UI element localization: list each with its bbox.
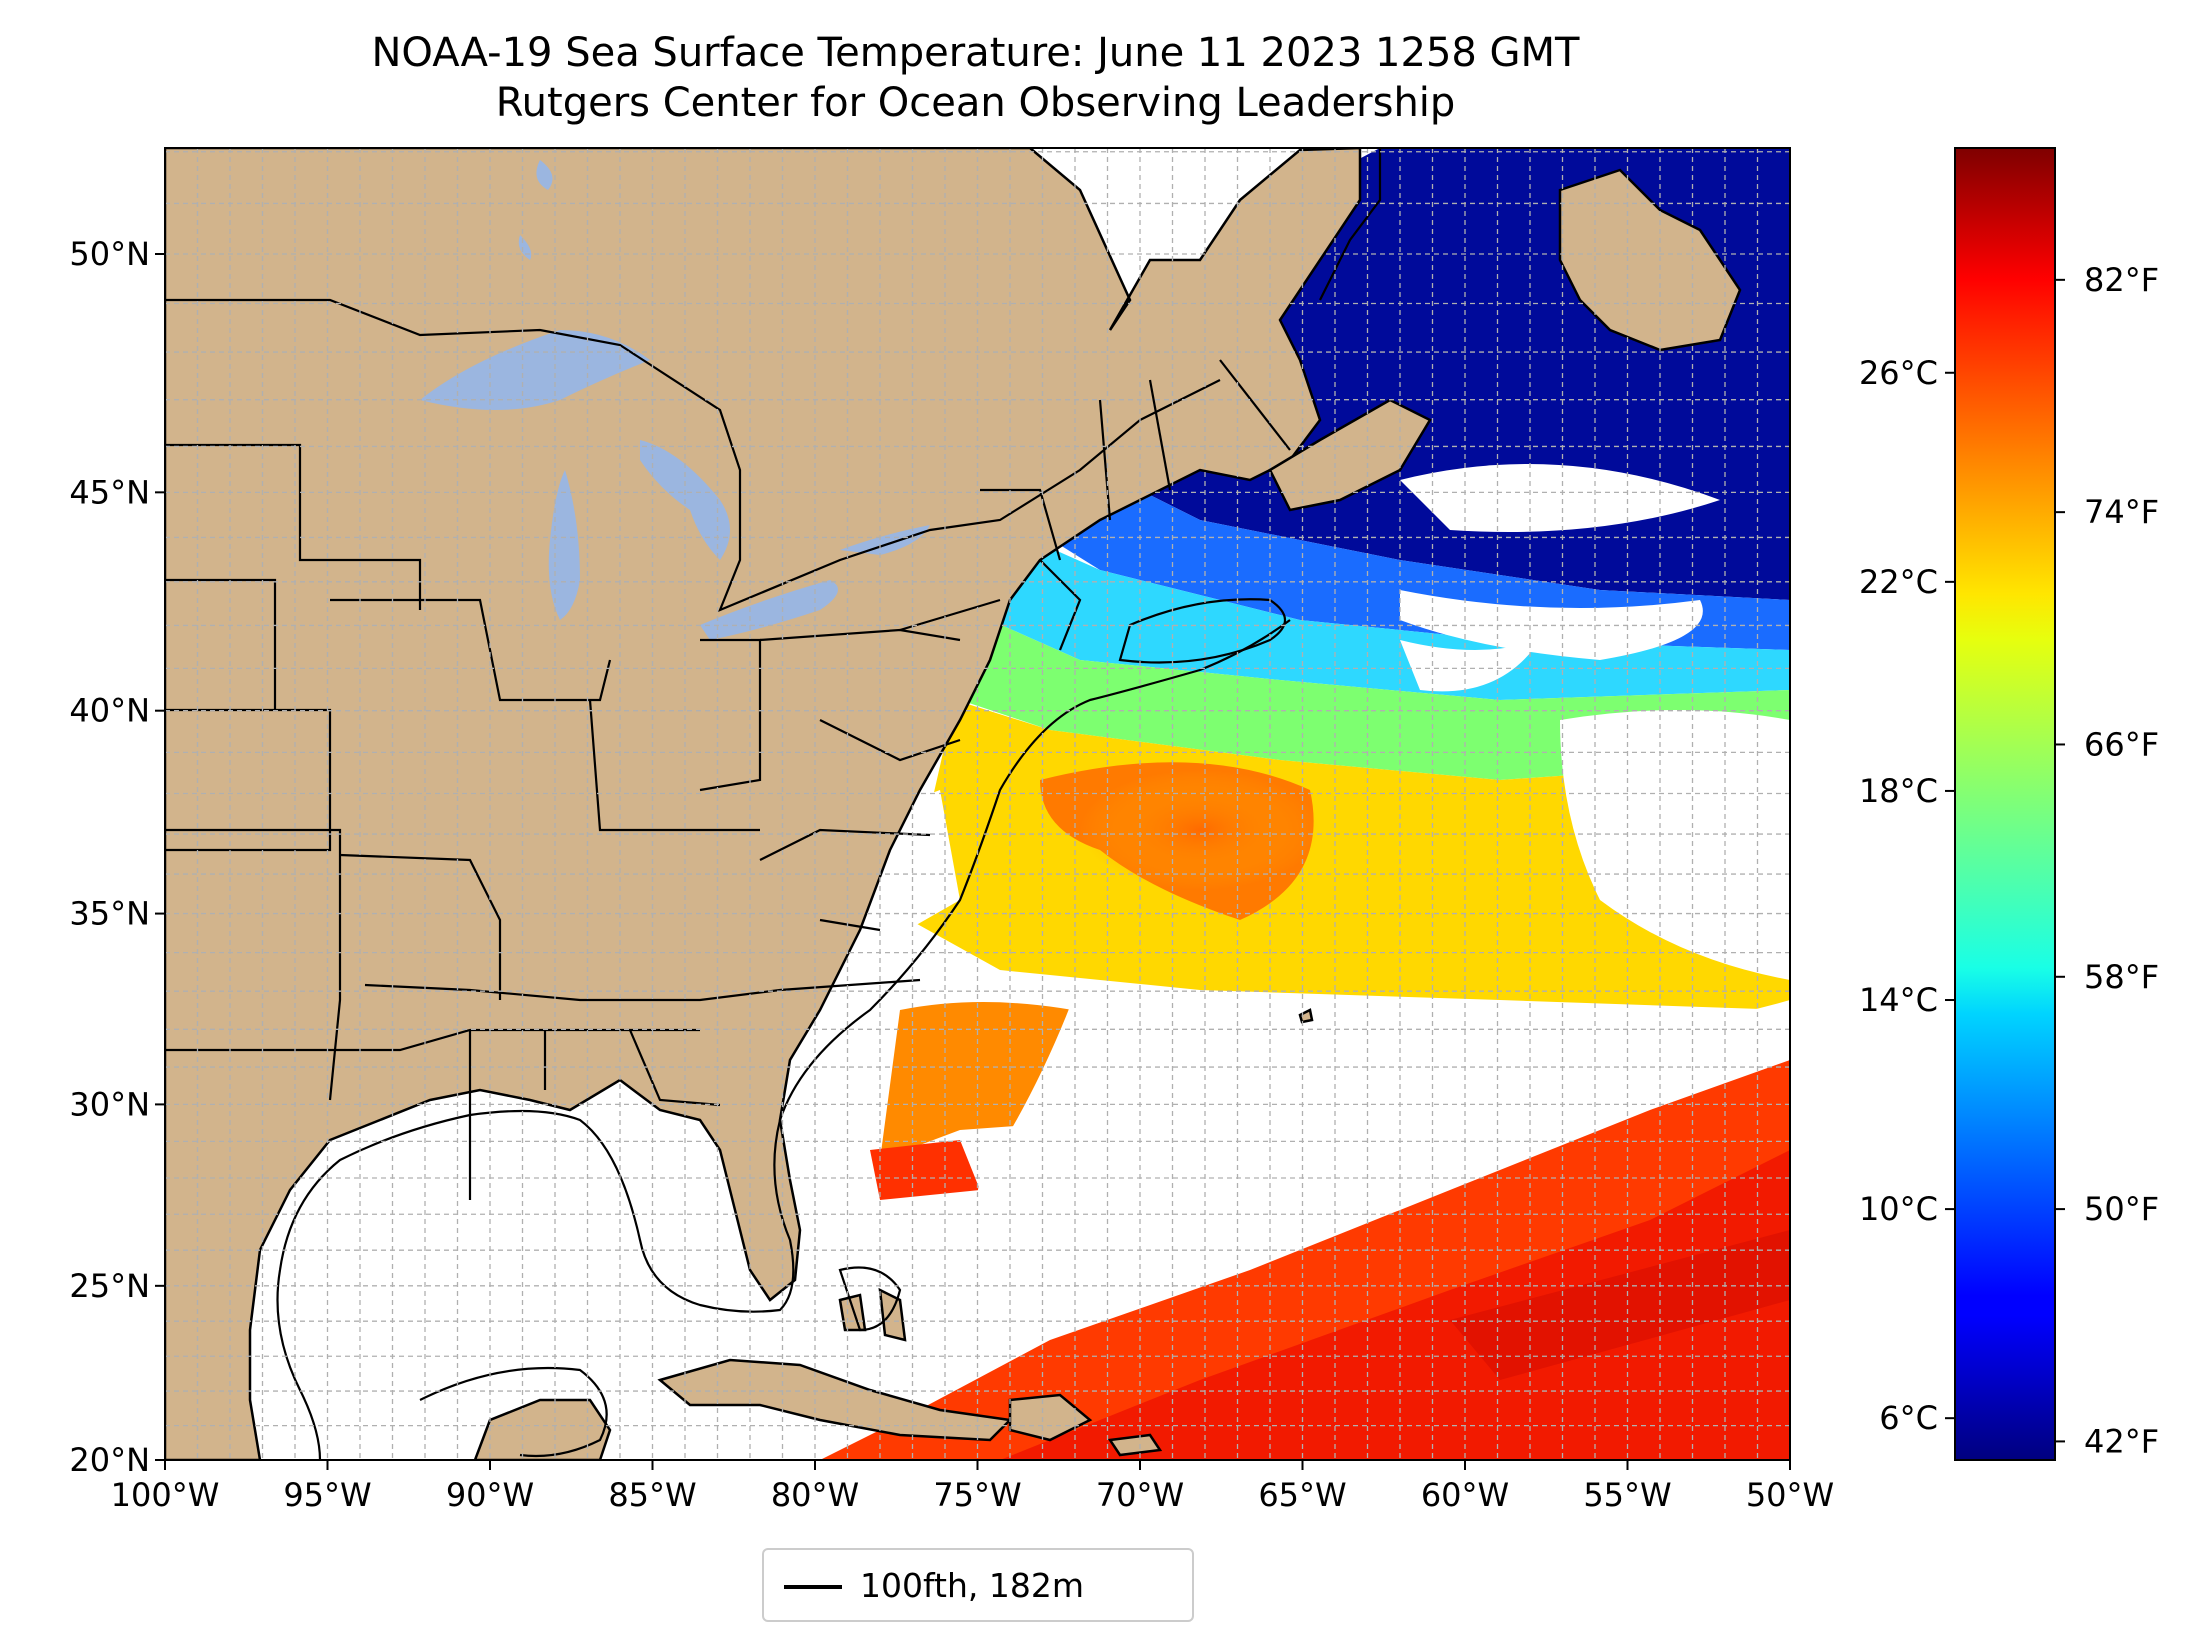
celsius-tick-label: 6°C <box>1879 1399 1938 1437</box>
legend-label: 100fth, 182m <box>860 1566 1084 1605</box>
colorbar-fahrenheit-axis: 82°F 74°F 66°F 58°F 50°F 42°F <box>2055 261 2159 1460</box>
longitude-tick-label: 65°W <box>1258 1476 1346 1514</box>
map-title: NOAA-19 Sea Surface Temperature: June 11… <box>371 30 1580 76</box>
celsius-tick-label: 26°C <box>1859 354 1938 392</box>
isobath-legend-line <box>784 1585 842 1589</box>
colorbar-gradient <box>1954 147 2056 1461</box>
longitude-tick-label: 60°W <box>1421 1476 1509 1514</box>
longitude-axis: 100°W 95°W 90°W 85°W 80°W 75°W 70°W 65°W 60°W 55°… <box>111 1460 1834 1514</box>
latitude-tick-label: 40°N <box>69 692 150 730</box>
latitude-tick-label: 20°N <box>69 1441 150 1479</box>
land <box>165 148 1742 1460</box>
longitude-tick-label: 95°W <box>283 1476 371 1514</box>
longitude-tick-label: 70°W <box>1096 1476 1184 1514</box>
fahrenheit-tick-label: 58°F <box>2084 958 2159 996</box>
celsius-tick-label: 22°C <box>1859 563 1938 601</box>
fahrenheit-tick-label: 50°F <box>2084 1190 2159 1228</box>
longitude-tick-label: 100°W <box>111 1476 220 1514</box>
celsius-tick-label: 14°C <box>1859 981 1938 1019</box>
latitude-tick-label: 50°N <box>69 235 150 273</box>
longitude-tick-label: 80°W <box>771 1476 859 1514</box>
fahrenheit-tick-label: 74°F <box>2084 493 2159 531</box>
latitude-tick-label: 45°N <box>69 473 150 511</box>
legend: 100fth, 182m <box>762 1548 1194 1622</box>
colorbar: 26°C 22°C 18°C 14°C 10°C 6°C 82°F 74°F 66°F 58°F… <box>1859 147 2159 1461</box>
celsius-tick-label: 10°C <box>1859 1190 1938 1228</box>
longitude-tick-label: 75°W <box>933 1476 1021 1514</box>
latitude-tick-label: 25°N <box>69 1267 150 1305</box>
latitude-tick-label: 30°N <box>69 1085 150 1123</box>
fahrenheit-tick-label: 66°F <box>2084 725 2159 763</box>
longitude-tick-label: 85°W <box>608 1476 696 1514</box>
longitude-tick-label: 55°W <box>1583 1476 1671 1514</box>
map-subtitle: Rutgers Center for Ocean Observing Leade… <box>495 80 1456 126</box>
isobath-100fth <box>276 598 1291 1460</box>
colorbar-celsius-axis: 26°C 22°C 18°C 14°C 10°C 6°C <box>1859 354 1955 1437</box>
graticule-grid <box>165 148 1790 1460</box>
great-lakes <box>420 160 930 640</box>
celsius-tick-label: 18°C <box>1859 772 1938 810</box>
longitude-tick-label: 90°W <box>446 1476 534 1514</box>
latitude-axis: 50°N 45°N 40°N 35°N 30°N 25°N 20°N <box>69 235 165 1479</box>
latitude-tick-label: 35°N <box>69 895 150 933</box>
longitude-tick-label: 50°W <box>1746 1476 1834 1514</box>
map-area <box>165 148 1790 1460</box>
fahrenheit-tick-label: 42°F <box>2084 1422 2159 1460</box>
fahrenheit-tick-label: 82°F <box>2084 261 2159 299</box>
